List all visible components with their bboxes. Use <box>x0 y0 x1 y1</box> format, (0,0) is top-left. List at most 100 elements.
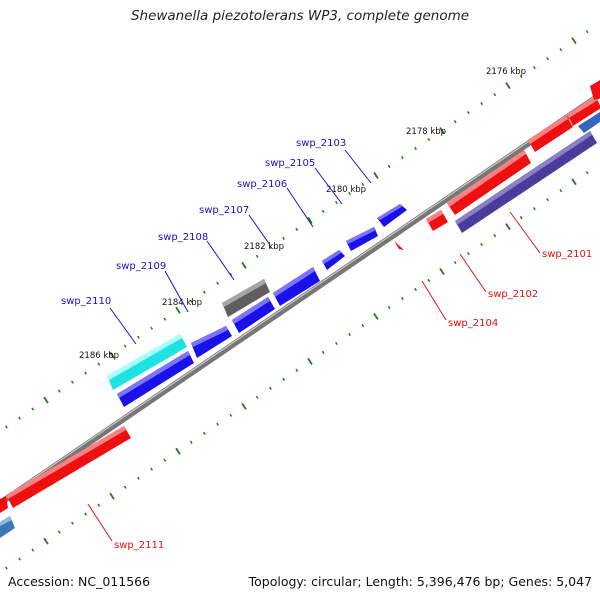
minor-tick <box>255 395 259 399</box>
minor-tick <box>97 362 101 366</box>
accession-text: Accession: NC_011566 <box>8 574 151 589</box>
gene-label-swp-2103[interactable]: swp_2103 <box>296 138 346 149</box>
minor-tick <box>348 191 351 196</box>
minor-tick <box>585 30 589 34</box>
minor-tick <box>467 251 470 256</box>
minor-tick <box>335 200 338 205</box>
gene-label-swp-2108[interactable]: swp_2108 <box>158 232 208 243</box>
gene-label-swp-2110[interactable]: swp_2110 <box>61 296 111 307</box>
minor-tick <box>585 171 589 175</box>
gene-red-c[interactable] <box>528 115 573 152</box>
tick-rows <box>5 30 589 570</box>
minor-tick <box>137 335 140 339</box>
gene-swp-2102[interactable] <box>426 210 448 231</box>
minor-tick <box>493 93 497 97</box>
gene-swp-2104[interactable] <box>394 241 404 250</box>
minor-tick <box>559 48 563 52</box>
minor-tick <box>295 368 299 372</box>
gene-swp-2103[interactable] <box>377 204 407 227</box>
minor-tick <box>480 242 483 247</box>
minor-tick <box>189 299 193 303</box>
minor-tick <box>150 467 153 471</box>
minor-tick <box>519 75 523 79</box>
minor-tick <box>71 521 74 525</box>
minor-tick <box>31 407 35 411</box>
gene-label-swp-2101[interactable]: swp_2101 <box>542 249 592 260</box>
gene-label-swp-2111[interactable]: swp_2111 <box>114 540 164 551</box>
gene-forward-long[interactable] <box>117 351 194 407</box>
major-tick <box>439 268 445 276</box>
gene-swp-2111[interactable] <box>6 426 131 508</box>
major-tick <box>373 313 379 320</box>
minor-tick <box>361 323 365 328</box>
minor-tick <box>84 371 87 375</box>
gene-label-swp-2106[interactable]: swp_2106 <box>237 179 287 190</box>
genome-summary-text: Topology: circular; Length: 5,396,476 bp… <box>248 574 592 589</box>
minor-tick <box>467 110 470 115</box>
minor-tick <box>269 245 272 249</box>
gene-purple[interactable] <box>455 131 597 233</box>
minor-tick <box>348 332 351 337</box>
kbp-label-2176: 2176 kbp <box>486 67 526 77</box>
minor-tick <box>387 305 391 310</box>
major-tick <box>505 82 511 90</box>
minor-tick <box>427 278 431 283</box>
kbp-label-2182: 2182 kbp <box>244 242 284 252</box>
minor-tick <box>123 344 127 348</box>
gene-label-swp-2102[interactable]: swp_2102 <box>488 289 538 300</box>
minor-tick <box>282 236 285 240</box>
kbp-label-2184: 2184 kbp <box>162 298 202 308</box>
major-tick <box>109 351 115 359</box>
gene-swp-2101[interactable] <box>447 150 531 215</box>
minor-tick <box>387 164 391 169</box>
gene-label-swp-2109[interactable]: swp_2109 <box>116 261 166 272</box>
minor-tick <box>533 66 536 70</box>
minor-tick <box>57 530 61 534</box>
minor-tick <box>361 182 365 187</box>
gene-swp-2108[interactable] <box>222 279 270 317</box>
minor-tick <box>84 512 87 516</box>
major-tick <box>571 178 577 186</box>
minor-tick <box>71 380 74 384</box>
gene-labels: swp_2103 swp_2105 swp_2106 swp_2107 swp_… <box>61 138 592 551</box>
gene-label-swp-2104[interactable]: swp_2104 <box>448 318 498 329</box>
minor-tick <box>123 485 127 489</box>
major-tick <box>109 492 115 500</box>
minor-tick <box>150 326 153 330</box>
minor-tick <box>163 317 167 321</box>
minor-tick <box>216 422 219 426</box>
genome-backbone-highlight <box>0 92 600 502</box>
minor-tick <box>335 341 338 346</box>
major-tick <box>241 402 247 410</box>
gene-red-left[interactable] <box>0 496 8 513</box>
minor-tick <box>295 227 299 231</box>
minor-tick <box>282 377 285 381</box>
kbp-label-2178: 2178 kbp <box>406 127 446 137</box>
gene-swp-2109[interactable] <box>232 297 275 333</box>
kbp-label-2180: 2180 kbp <box>326 185 366 195</box>
gene-swp-2107[interactable] <box>273 267 320 306</box>
major-tick <box>307 357 313 365</box>
gene-forward-2110b[interactable] <box>191 326 232 358</box>
major-tick <box>175 447 181 455</box>
major-tick <box>43 396 49 404</box>
gene-swp-2106[interactable] <box>322 250 345 270</box>
reverse-genes <box>0 80 600 538</box>
minor-tick <box>533 207 536 211</box>
major-tick <box>241 261 247 269</box>
gene-red-e[interactable] <box>590 80 600 100</box>
minor-tick <box>559 189 563 193</box>
gene-label-swp-2107[interactable]: swp_2107 <box>199 205 249 216</box>
gene-label-swp-2105[interactable]: swp_2105 <box>265 158 315 169</box>
minor-tick <box>414 287 417 292</box>
major-tick <box>373 172 379 179</box>
minor-tick <box>480 101 483 106</box>
gene-swp-2110[interactable] <box>107 334 187 390</box>
minor-tick <box>229 272 233 276</box>
leader-lines <box>87 149 541 542</box>
minor-tick <box>203 290 206 294</box>
minor-tick <box>216 281 219 285</box>
minor-tick <box>453 260 457 265</box>
minor-tick <box>453 119 457 124</box>
